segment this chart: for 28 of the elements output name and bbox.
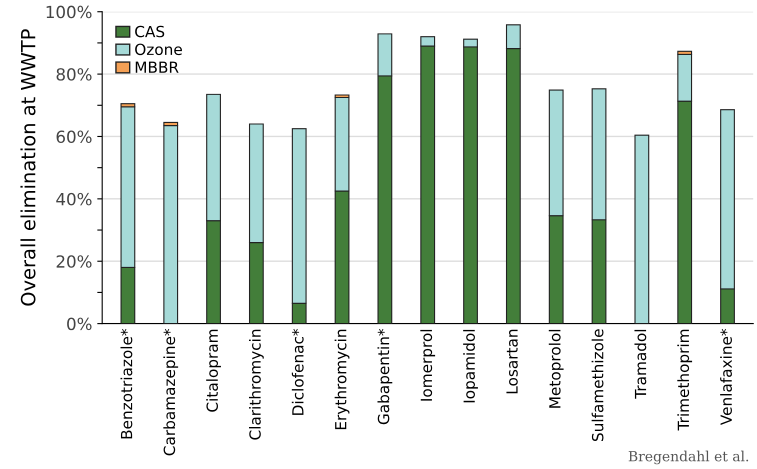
x-tick-label: Venlafaxine* <box>720 328 732 426</box>
x-tick-label: Iomerprol <box>420 330 436 401</box>
text: Bregendahl et al. <box>628 450 748 464</box>
x-tick-label: Clarithromycin <box>248 330 264 440</box>
x-tick-label: Erythromycin <box>334 330 350 430</box>
x-tick-label: Trimethoprim <box>677 330 692 431</box>
x-tick-label: Metoprolol <box>548 330 564 408</box>
bar <box>163 125 178 324</box>
x-tick-label: Gabapentin* <box>377 328 392 424</box>
legend-label: MBBR <box>136 62 179 73</box>
x-tick-label: Benzotriazole* <box>120 328 132 438</box>
y-tick-label: 40% <box>56 192 92 206</box>
x-tick-label: Citalopram <box>206 330 221 412</box>
bar <box>634 134 650 324</box>
y-tick-label: 60% <box>56 130 92 144</box>
y-tick-label: 100% <box>46 6 92 18</box>
x-tick-label: Tramadol <box>634 330 646 399</box>
x-tick-label: Carbamazepine* <box>163 328 178 456</box>
x-tick-label: Sulfamethizole <box>592 329 604 442</box>
legend-label: Ozone <box>135 44 182 56</box>
y-tick-label: 0% <box>67 318 92 330</box>
y-tick-label: 80% <box>56 68 92 81</box>
x-tick-label: Diclofenac* <box>292 328 304 415</box>
legend-label: CAS <box>135 26 164 38</box>
x-tick-label: Losartan <box>506 330 518 394</box>
y-axis-title: Overall elimination at WWTP <box>20 29 36 306</box>
x-tick-label: Iopamidol <box>463 330 478 402</box>
y-tick-label: 20% <box>56 255 92 268</box>
